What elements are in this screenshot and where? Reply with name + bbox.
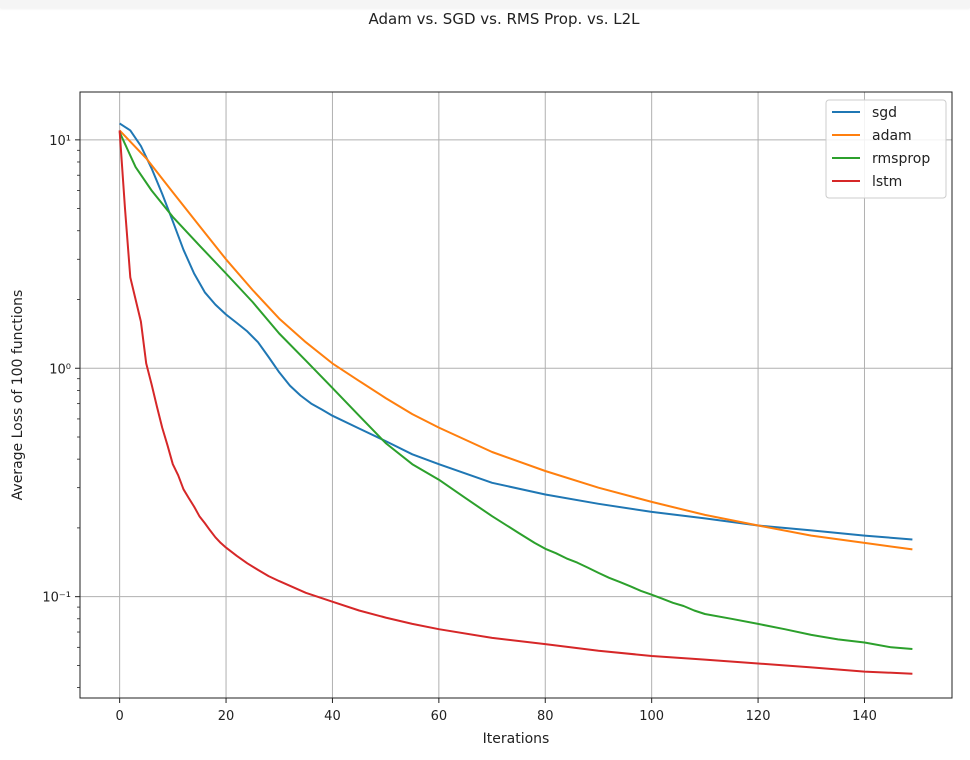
x-axis-label: Iterations xyxy=(483,731,550,747)
legend-box xyxy=(825,99,947,199)
x-tick-label: 100 xyxy=(639,709,664,724)
grid-lines xyxy=(80,92,952,698)
series-layer xyxy=(118,122,913,675)
x-tick-label: 140 xyxy=(852,709,877,724)
x-tick-label: 120 xyxy=(746,709,771,724)
y-tick-label: 10⁻¹ xyxy=(42,591,71,606)
series-line-lstm xyxy=(118,130,913,675)
x-tick-label: 80 xyxy=(537,709,554,724)
series-line-rmsprop xyxy=(118,131,913,650)
series-line-adam xyxy=(118,129,913,551)
x-tick-label: 60 xyxy=(431,709,448,724)
y-tick-label: 10⁰ xyxy=(49,362,71,377)
y-axis-ticks: 10¹ 10⁰ 10⁻¹ xyxy=(42,134,80,688)
y-tick-label: 10¹ xyxy=(49,134,71,149)
legend-label-sgd: sgd xyxy=(872,105,897,121)
x-tick-label: 20 xyxy=(218,709,235,724)
x-tick-label: 0 xyxy=(115,709,123,724)
window-top-bar xyxy=(0,0,970,8)
x-axis-ticks: 0 20 40 60 80 100 120 140 xyxy=(115,698,877,724)
chart-title: Adam vs. SGD vs. RMS Prop. vs. L2L xyxy=(368,10,640,28)
plot-area-frame xyxy=(79,91,953,699)
legend-label-rmsprop: rmsprop xyxy=(872,151,930,167)
series-line-sgd xyxy=(119,122,913,541)
x-tick-label: 40 xyxy=(324,709,341,724)
y-axis-label: Average Loss of 100 functions xyxy=(10,290,26,501)
legend-label-adam: adam xyxy=(872,128,912,144)
legend: sgd adam rmsprop lstm xyxy=(825,99,947,199)
legend-label-lstm: lstm xyxy=(872,174,902,190)
